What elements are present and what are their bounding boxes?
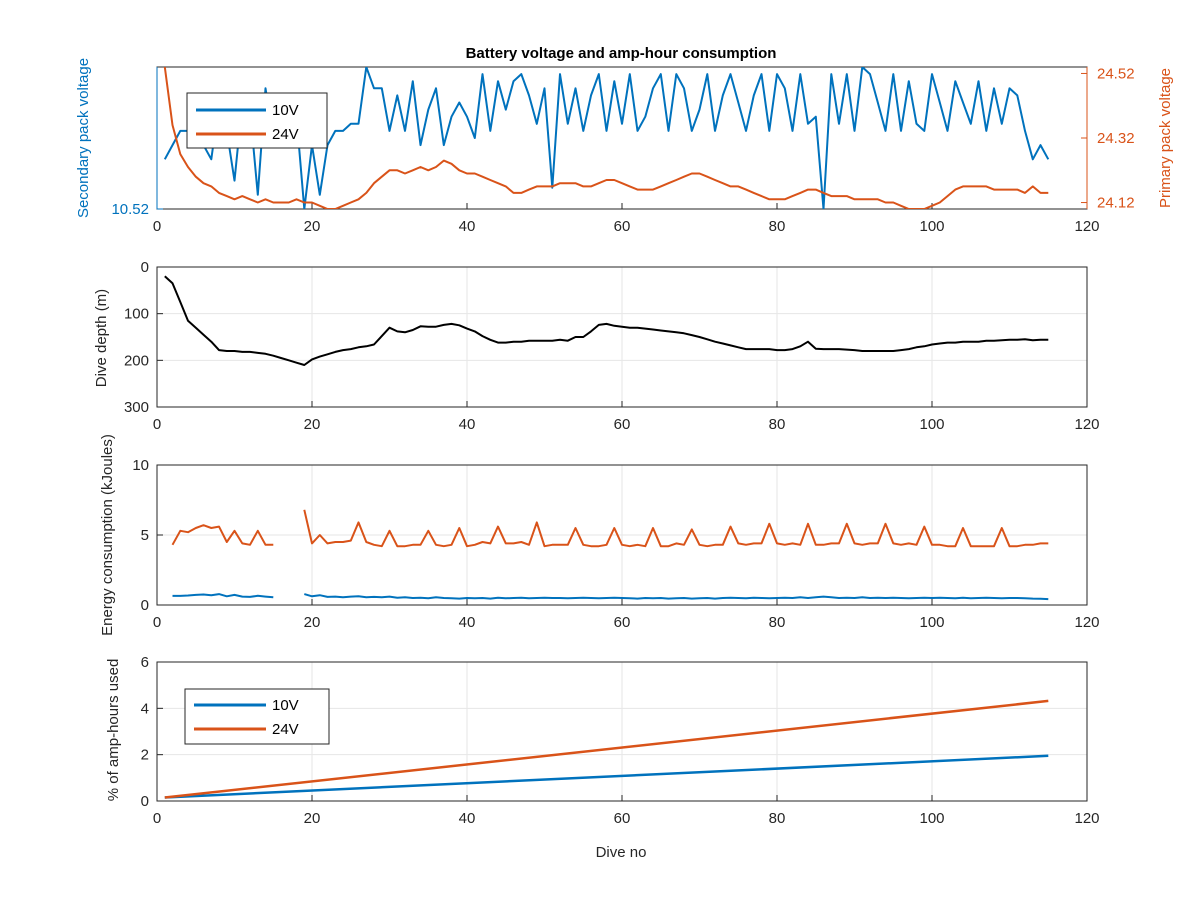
amp-hours-xtick-label: 80: [769, 810, 786, 827]
amp-hours-xtick-label: 0: [153, 810, 161, 827]
legend2-24v-label: 24V: [272, 721, 299, 738]
amp-hours-axis-label: % of amp-hours used: [105, 659, 122, 802]
depth-xtick-label: 40: [459, 416, 476, 433]
energy-xtick-label: 80: [769, 614, 786, 631]
depth-axes-box: [156, 266, 1088, 408]
amp-hours-24v-line: [164, 699, 1049, 799]
voltage-ytick-right-label: 24.12: [1097, 195, 1135, 212]
legend-24v-label: 24V: [272, 126, 299, 143]
amp-hours-10v-line: [164, 754, 1049, 799]
energy-axis-label: Energy consumption (kJoules): [99, 434, 116, 636]
series-24v-voltage-line: [163, 67, 1049, 209]
primary-voltage-axis-label: Primary pack voltage: [1157, 68, 1174, 208]
energy-xtick-label: 20: [304, 614, 321, 631]
amp-hours-xtick-label: 100: [919, 810, 944, 827]
amp-hours-axes-box: [156, 661, 1088, 802]
energy-xtick-label: 0: [153, 614, 161, 631]
amp-hours-xtick-label: 20: [304, 810, 321, 827]
secondary-voltage-axis-label: Secondary pack voltage: [75, 58, 92, 218]
energy-xtick-label: 40: [459, 614, 476, 631]
energy-24v-line: [171, 509, 1049, 548]
energy-10v-line: [172, 593, 1049, 601]
voltage-xtick-label: 120: [1074, 218, 1099, 235]
energy-xtick-label: 120: [1074, 614, 1099, 631]
amp-hours-legend: 10V 24V: [184, 688, 330, 745]
amp-hours-ytick-label: 6: [141, 654, 149, 671]
amp-hours-legend-box: [184, 688, 330, 745]
amp-hours-xtick-label: 120: [1074, 810, 1099, 827]
depth-ytick-label: 100: [124, 306, 149, 323]
voltage-xtick-label: 40: [459, 218, 476, 235]
amp-hours-ytick-label: 2: [141, 747, 149, 764]
depth-xtick-label: 120: [1074, 416, 1099, 433]
depth-ytick-label: 200: [124, 352, 149, 369]
voltage-legend-box: [186, 92, 328, 149]
depth-xtick-label: 60: [614, 416, 631, 433]
voltage-xtick-label: 80: [769, 218, 786, 235]
depth-ytick-label: 0: [141, 259, 149, 276]
depth-xtick-label: 20: [304, 416, 321, 433]
voltage-xtick-label: 100: [919, 218, 944, 235]
voltage-panel-title: Battery voltage and amp-hour consumption: [466, 45, 777, 62]
voltage-xtick-label: 20: [304, 218, 321, 235]
amp-hours-ytick-label: 0: [141, 793, 149, 810]
voltage-xtick-label: 60: [614, 218, 631, 235]
voltage-ytick-right-label: 24.52: [1097, 65, 1135, 82]
amp-hours-xtick-label: 60: [614, 810, 631, 827]
energy-axes-box: [156, 464, 1088, 606]
legend-10v-label: 10V: [272, 102, 299, 119]
voltage-panel: Battery voltage and amp-hour consumption…: [75, 45, 1174, 235]
depth-xtick-label: 0: [153, 416, 161, 433]
legend2-10v-label: 10V: [272, 697, 299, 714]
voltage-ytick-left-label: 10.52: [111, 201, 149, 218]
energy-xtick-label: 60: [614, 614, 631, 631]
energy-ytick-label: 10: [132, 457, 149, 474]
depth-panel: 0 20 40 60 80 100 120 0 100 200 300 Dive depth (m): [93, 259, 1100, 433]
voltage-legend: 10V 24V: [186, 92, 328, 149]
depth-xtick-label: 80: [769, 416, 786, 433]
voltage-xtick-label: 0: [153, 218, 161, 235]
amp-hours-xtick-label: 40: [459, 810, 476, 827]
energy-ytick-label: 5: [141, 527, 149, 544]
depth-axis-label: Dive depth (m): [93, 289, 110, 387]
energy-ytick-label: 0: [141, 597, 149, 614]
depth-ytick-label: 300: [124, 399, 149, 416]
voltage-ytick-right-label: 24.32: [1097, 130, 1135, 147]
amp-hours-ytick-label: 4: [141, 700, 149, 717]
energy-panel: 0 20 40 60 80 100 120 0 5 10 Energy consumption (…: [99, 434, 1100, 636]
dive-no-axis-label: Dive no: [596, 844, 647, 861]
depth-xtick-label: 100: [919, 416, 944, 433]
energy-xtick-label: 100: [919, 614, 944, 631]
dive-depth-line: [164, 275, 1049, 366]
